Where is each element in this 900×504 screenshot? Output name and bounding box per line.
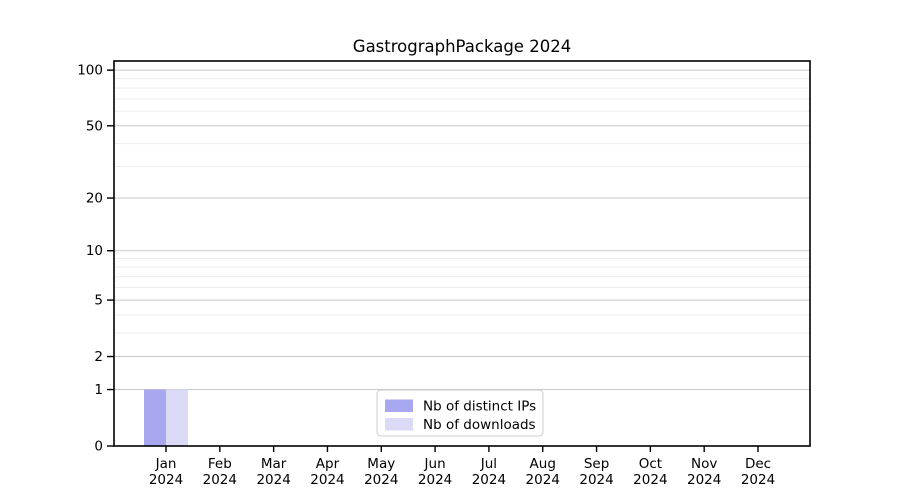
x-axis-year-label: 2024 — [364, 472, 398, 488]
x-axis-month-label: Nov — [691, 456, 717, 472]
x-axis-month-label: May — [367, 456, 395, 472]
bar-downloads — [166, 389, 188, 446]
plot-frame — [113, 60, 811, 447]
legend-label: Nb of downloads — [423, 417, 536, 433]
x-axis-year-label: 2024 — [256, 472, 290, 488]
x-axis-month-label: Aug — [530, 456, 556, 472]
x-axis-month-label: Sep — [584, 456, 609, 472]
x-axis-year-label: 2024 — [418, 472, 452, 488]
y-axis-tick-label: 20 — [86, 191, 103, 207]
x-axis-year-label: 2024 — [310, 472, 344, 488]
x-axis-month-label: Apr — [316, 456, 340, 472]
y-axis-tick-label: 10 — [86, 243, 103, 259]
legend-label: Nb of distinct IPs — [423, 399, 536, 415]
x-axis-month-label: Mar — [261, 456, 287, 472]
legend-box — [376, 389, 544, 437]
x-axis-year-label: 2024 — [526, 472, 560, 488]
y-axis-tick-label: 2 — [94, 349, 103, 365]
x-axis-month-label: Feb — [208, 456, 232, 472]
x-axis-month-label: Jan — [155, 456, 177, 472]
y-axis-tick-label: 100 — [77, 63, 103, 79]
x-axis-year-label: 2024 — [579, 472, 613, 488]
x-axis-month-label: Oct — [639, 456, 662, 472]
chart-title: GastrographPackage 2024 — [353, 37, 571, 56]
x-axis-year-label: 2024 — [149, 472, 183, 488]
x-axis-month-label: Jun — [424, 456, 446, 472]
x-axis-year-label: 2024 — [633, 472, 667, 488]
legend-swatch-distinct-ips — [385, 399, 413, 412]
y-axis-tick-label: 5 — [94, 293, 103, 309]
x-axis-year-label: 2024 — [203, 472, 237, 488]
x-axis-month-label: Jul — [480, 456, 497, 472]
y-axis-tick-label: 0 — [94, 439, 103, 455]
y-axis-tick-label: 50 — [86, 118, 103, 134]
x-axis-year-label: 2024 — [472, 472, 506, 488]
legend-swatch-downloads — [385, 418, 413, 431]
bar-distinct-ips — [144, 389, 166, 446]
x-axis-month-label: Dec — [745, 456, 771, 472]
x-axis-year-label: 2024 — [741, 472, 775, 488]
y-axis-tick-label: 1 — [94, 382, 103, 398]
x-axis-year-label: 2024 — [687, 472, 721, 488]
